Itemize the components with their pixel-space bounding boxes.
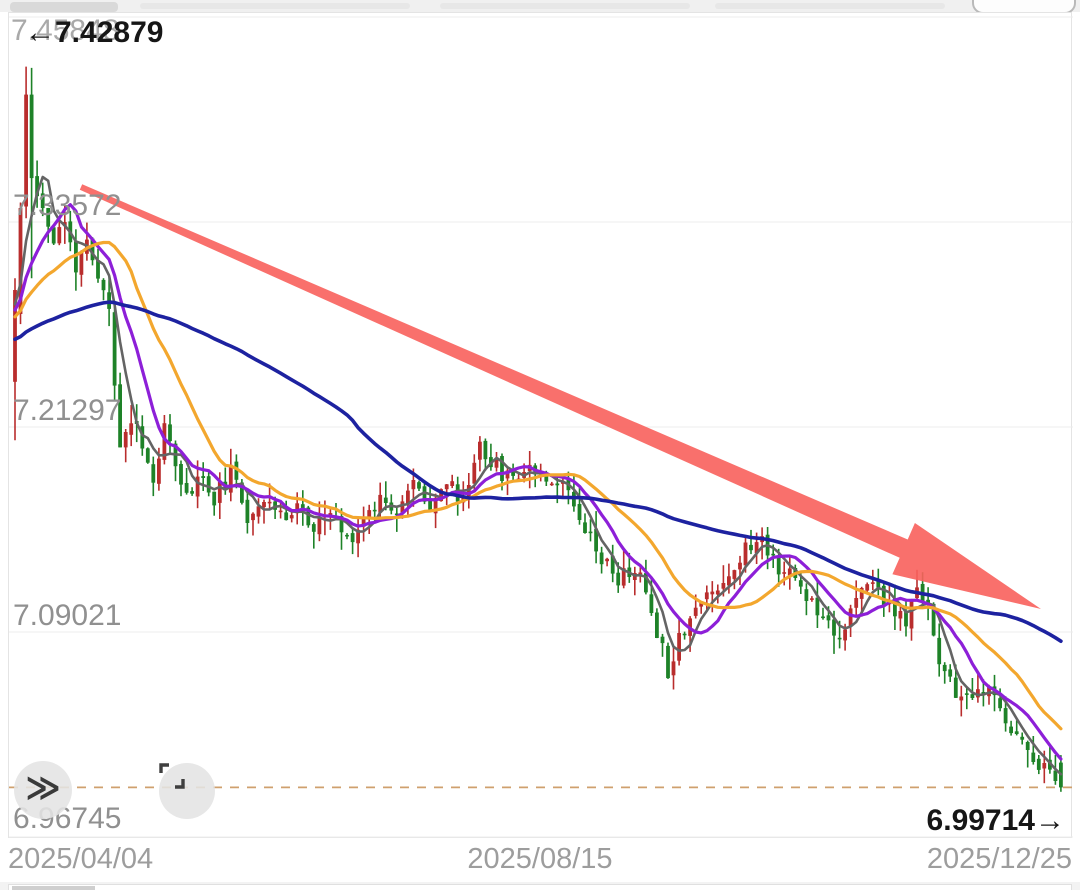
fullscreen-icon <box>159 763 185 789</box>
x-axis: 2025/04/04 2025/08/15 2025/12/25 <box>0 840 1080 880</box>
bottom-panel-strip <box>0 882 1080 890</box>
toolbar-segment <box>10 2 118 12</box>
kline-chart-canvas[interactable] <box>9 13 1073 839</box>
candlestick-chart-panel: 7.45848 7.33572 7.21297 7.09021 6.96745 … <box>8 12 1073 839</box>
next-pane-edge <box>8 884 1072 890</box>
toolbar-segment <box>440 3 690 9</box>
x-axis-label-middle: 2025/08/15 <box>467 843 613 875</box>
fullscreen-button[interactable] <box>159 763 215 819</box>
next-pane-bar <box>12 886 95 890</box>
toolbar-segment <box>140 3 410 9</box>
top-toolbar-strip <box>0 0 1080 14</box>
scroll-to-latest-button[interactable]: ≫ <box>14 761 72 819</box>
chevron-double-right-icon: ≫ <box>25 769 61 807</box>
x-axis-label-end: 2025/12/25 <box>926 843 1072 875</box>
x-axis-label-start: 2025/04/04 <box>8 843 154 875</box>
toolbar-segment <box>715 3 945 9</box>
